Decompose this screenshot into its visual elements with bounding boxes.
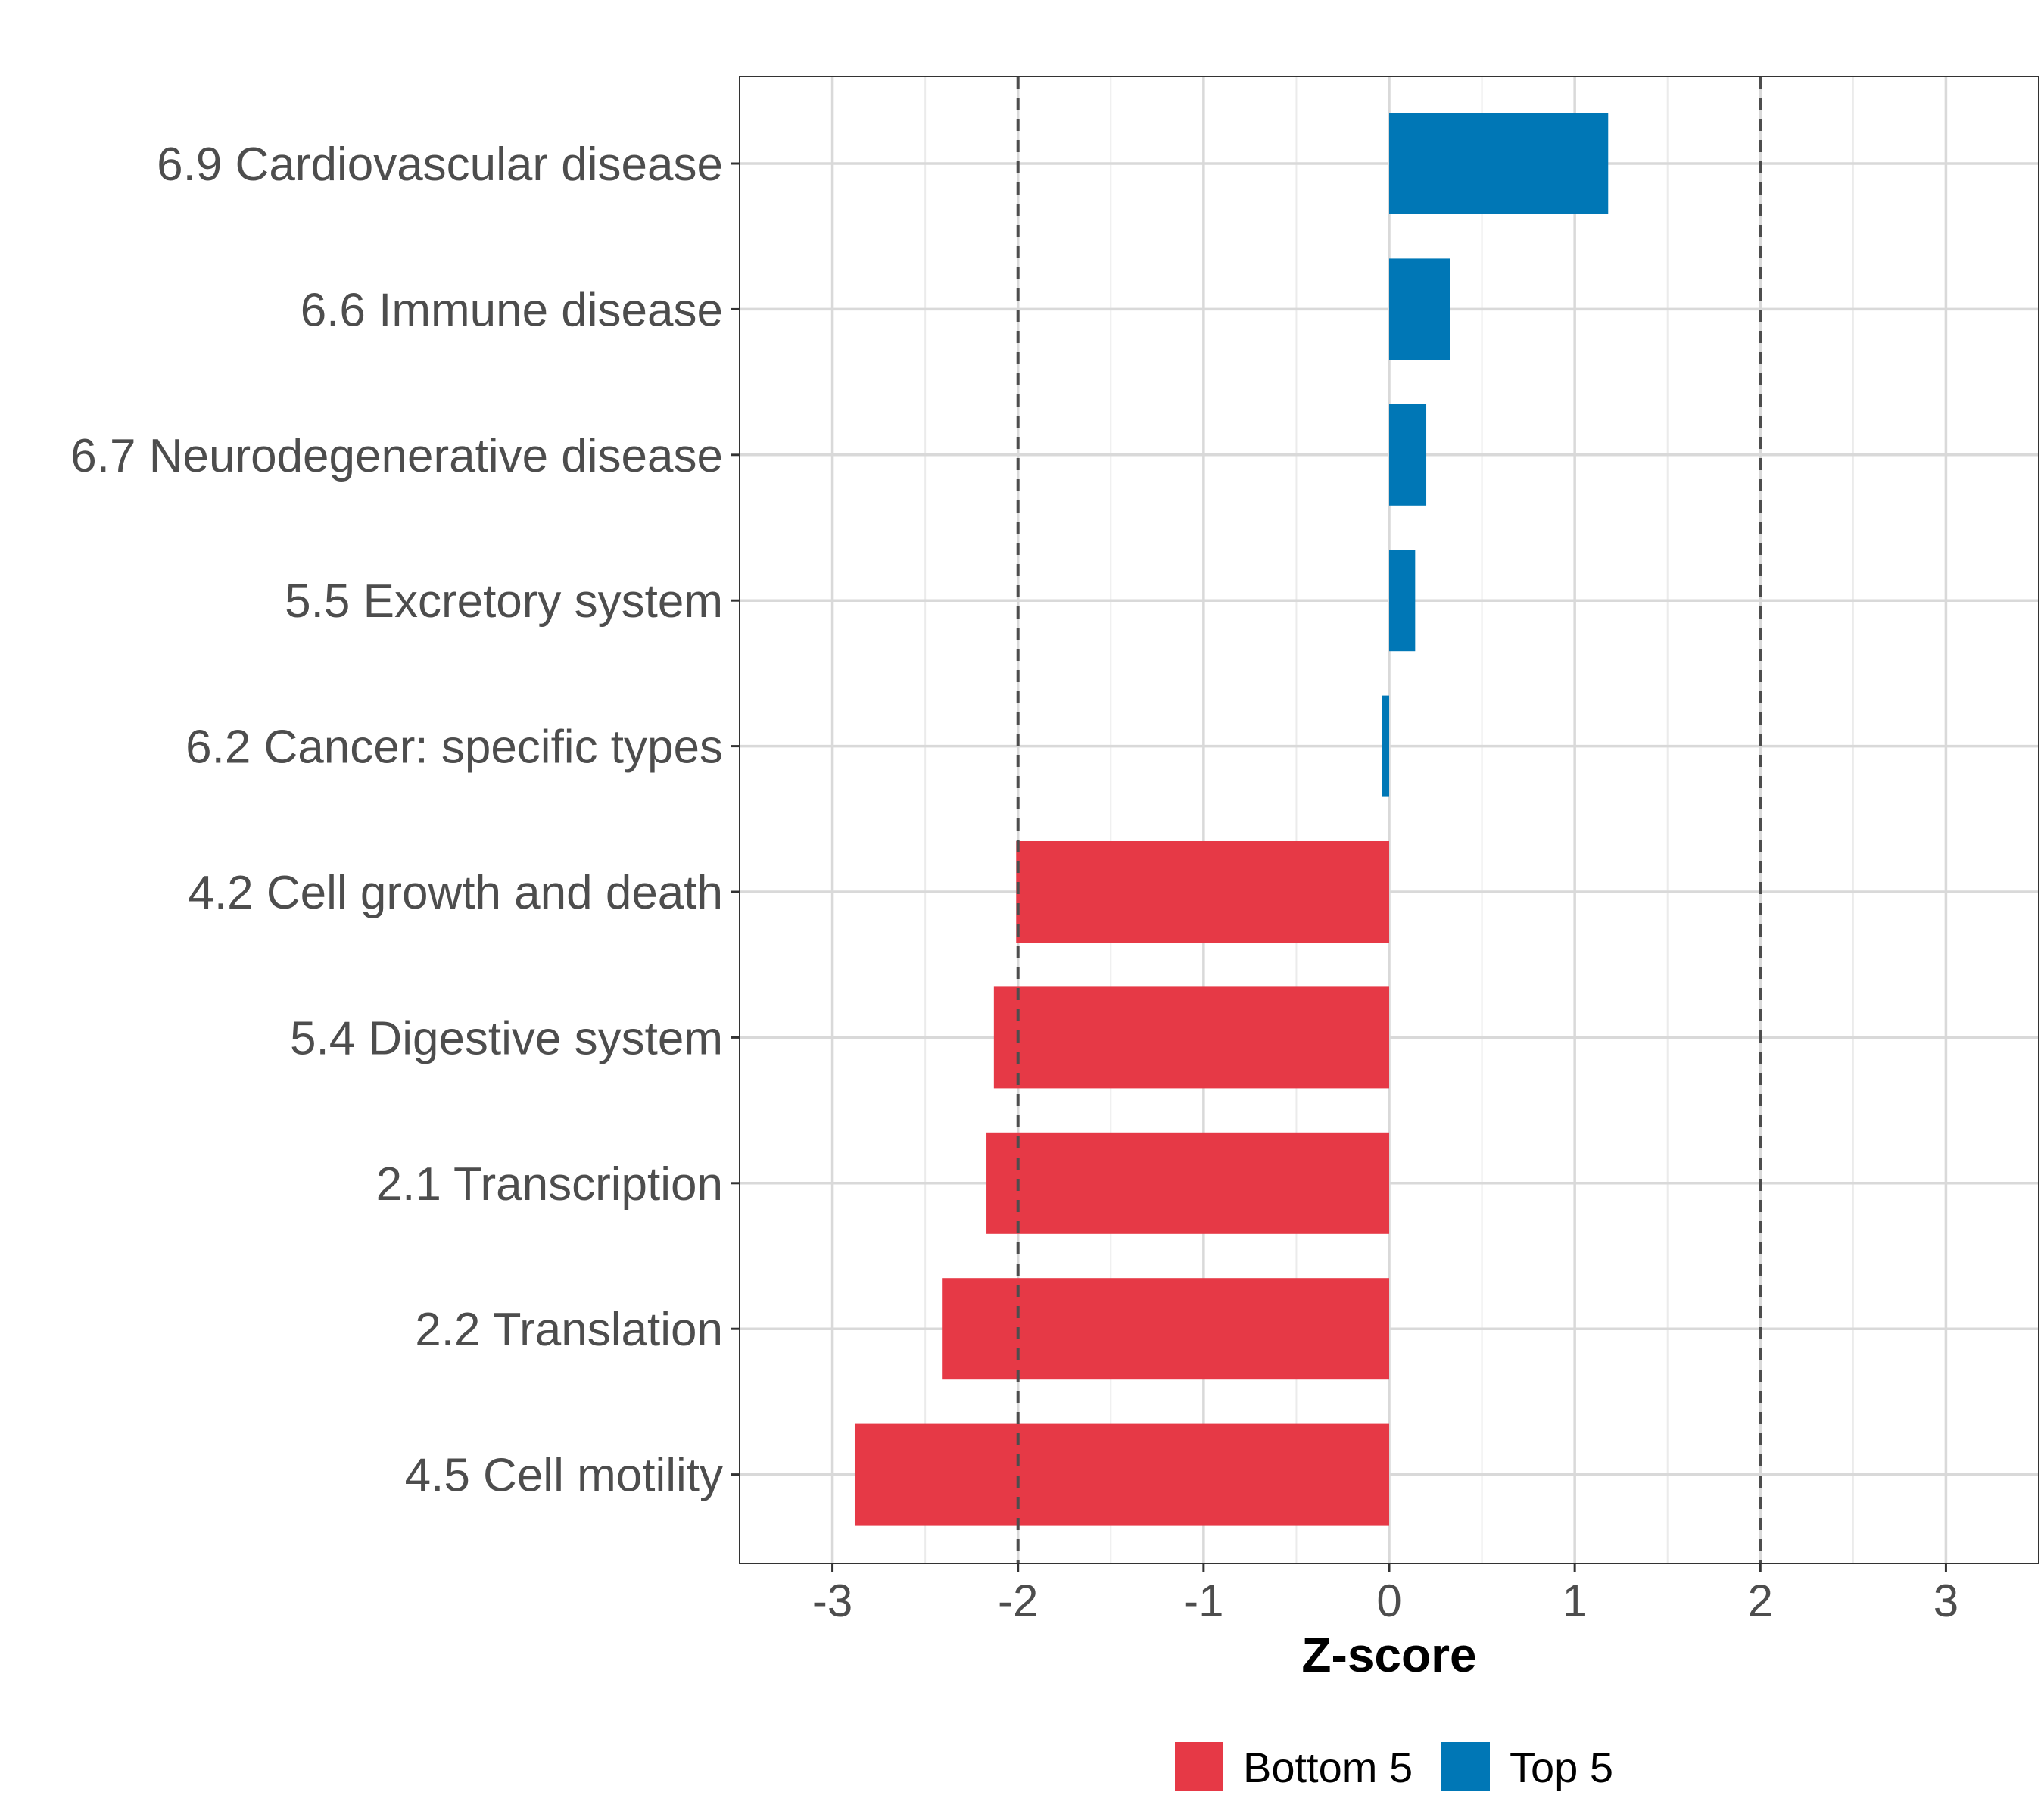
bar-top-5: [1389, 550, 1416, 652]
reference-lines: [1016, 76, 1762, 1563]
x-tick-label: -3: [812, 1575, 852, 1626]
y-axis: 6.9 Cardiovascular disease 6.6 Immune dis…: [70, 139, 740, 1502]
legend-label-top-5: Top 5: [1510, 1744, 1613, 1791]
x-axis: -3 -2 -1 0 1 2 3: [812, 1563, 1958, 1626]
legend: Bottom 5 Top 5: [1175, 1742, 1613, 1791]
y-tick-label: 6.2 Cancer: specific types: [185, 722, 723, 774]
bar-bottom-5: [993, 986, 1389, 1089]
bars: [854, 113, 1609, 1526]
y-tick-label: 2.1 Transcription: [376, 1158, 723, 1211]
y-tick-label: 6.6 Immune disease: [301, 284, 723, 336]
x-tick-label: 2: [1748, 1575, 1773, 1626]
y-tick-label: 5.5 Excretory system: [285, 575, 723, 628]
bar-top-5: [1389, 404, 1427, 506]
x-tick-label: 1: [1562, 1575, 1587, 1626]
x-axis-title: Z-score: [1301, 1628, 1476, 1682]
bar-top-5: [1382, 695, 1389, 797]
y-tick-label: 6.9 Cardiovascular disease: [157, 139, 723, 191]
x-tick-label: 0: [1376, 1575, 1401, 1626]
x-tick-label: -2: [998, 1575, 1038, 1626]
bar-top-5: [1389, 258, 1450, 360]
y-tick-label: 2.2 Translation: [415, 1304, 723, 1356]
x-tick-label: -1: [1183, 1575, 1223, 1626]
y-tick-label: 6.7 Neurodegenerative disease: [70, 430, 723, 482]
x-tick-label: 3: [1933, 1575, 1958, 1626]
legend-label-bottom-5: Bottom 5: [1243, 1744, 1413, 1791]
y-tick-label: 5.4 Digestive system: [290, 1012, 723, 1064]
bar-bottom-5: [986, 1132, 1389, 1234]
legend-swatch-bottom-5: [1175, 1742, 1223, 1791]
y-tick-label: 4.2 Cell growth and death: [188, 867, 723, 919]
bar-top-5: [1389, 113, 1609, 214]
legend-swatch-top-5: [1441, 1742, 1490, 1791]
y-tick-label: 4.5 Cell motility: [405, 1450, 723, 1502]
bar-bottom-5: [1016, 841, 1389, 943]
bar-bottom-5: [854, 1423, 1389, 1526]
bar-bottom-5: [942, 1278, 1389, 1380]
